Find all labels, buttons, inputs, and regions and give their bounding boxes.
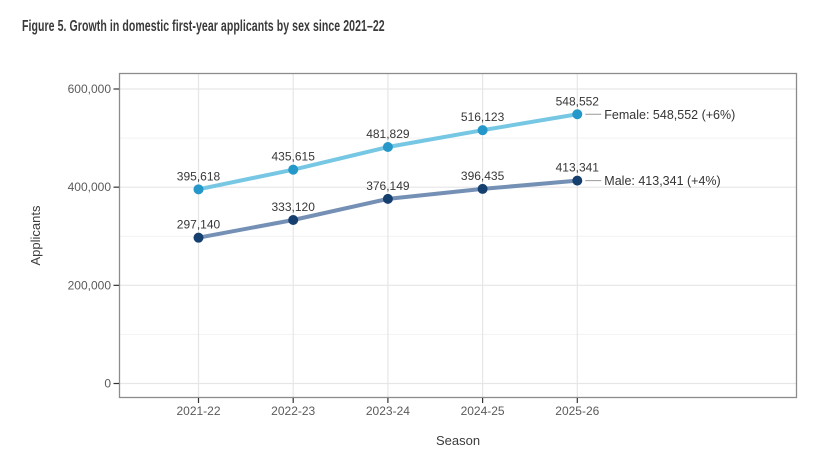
data-point-female <box>288 164 299 175</box>
end-label-female: Female: 548,552 (+6%) <box>604 108 735 122</box>
figure-title: Figure 5. Growth in domestic first-year … <box>22 18 385 35</box>
data-point-male <box>382 193 393 204</box>
grid-minor-group <box>119 137 797 335</box>
grid-major-group <box>119 73 797 398</box>
data-label-male: 396,435 <box>461 169 505 183</box>
data-label-female: 435,615 <box>272 150 316 164</box>
x-tick-label: 2022-23 <box>271 404 315 418</box>
x-tick-label: 2024-25 <box>461 404 505 418</box>
tick-group <box>113 88 578 403</box>
data-point-male <box>477 183 488 194</box>
panel-border <box>118 72 798 399</box>
data-label-male: 413,341 <box>556 161 600 175</box>
data-label-female: 516,123 <box>461 110 505 124</box>
y-axis-title: Applicants <box>28 205 43 265</box>
series-group: 395,618 435,615 481,829 516,123 548,552 Femal… <box>177 94 735 243</box>
data-point-female <box>382 142 393 153</box>
x-tick-label: 2021-22 <box>176 404 220 418</box>
data-label-female: 395,618 <box>177 169 221 183</box>
data-label-male: 376,149 <box>366 179 410 193</box>
y-tick-label: 0 <box>104 377 111 391</box>
x-axis-title: Season <box>436 433 480 448</box>
tick-label-group: 0 200,000 400,000 600,000 2021-22 2022-23 2023… <box>68 82 600 418</box>
data-point-female <box>477 125 488 136</box>
data-label-male: 333,120 <box>272 200 316 214</box>
y-tick-label: 400,000 <box>68 180 112 194</box>
data-label-female: 548,552 <box>556 94 600 108</box>
data-label-female: 481,829 <box>366 127 410 141</box>
y-tick-label: 200,000 <box>68 278 112 292</box>
data-point-female <box>572 109 583 120</box>
y-tick-label: 600,000 <box>68 82 112 96</box>
end-label-male: Male: 413,341 (+4%) <box>604 174 720 188</box>
data-point-male <box>288 214 299 225</box>
x-tick-label: 2025-26 <box>555 404 599 418</box>
data-point-male <box>193 232 204 243</box>
data-point-female <box>193 184 204 195</box>
x-tick-label: 2023-24 <box>366 404 410 418</box>
data-label-male: 297,140 <box>177 218 221 232</box>
data-point-male <box>572 175 583 186</box>
